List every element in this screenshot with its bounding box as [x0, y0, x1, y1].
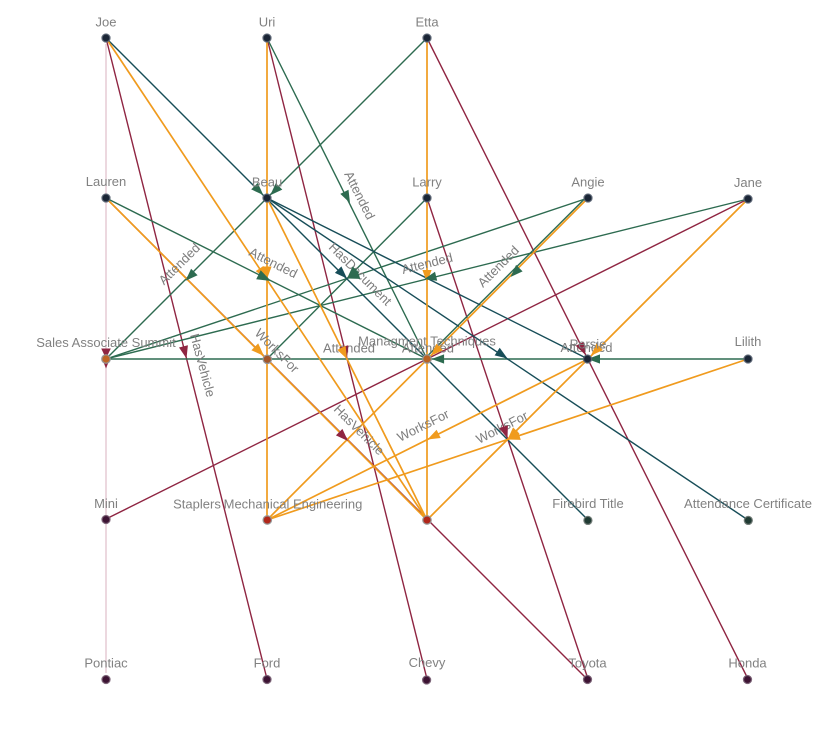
svg-text:Beau: Beau	[252, 175, 282, 190]
svg-text:Angie: Angie	[571, 175, 604, 190]
svg-text:Chevy: Chevy	[409, 655, 446, 670]
svg-text:Larry: Larry	[412, 175, 442, 190]
svg-text:Staplers: Staplers	[173, 497, 221, 512]
svg-text:Sales Associate Summit: Sales Associate Summit	[36, 335, 176, 350]
svg-text:Pontiac: Pontiac	[84, 656, 128, 671]
svg-text:Attendance Certificate: Attendance Certificate	[684, 496, 812, 511]
svg-text:Ford: Ford	[254, 656, 281, 671]
svg-text:Mini: Mini	[94, 496, 118, 511]
svg-text:Joe: Joe	[96, 15, 117, 30]
svg-text:Uri: Uri	[259, 15, 276, 30]
svg-text:Etta: Etta	[415, 15, 439, 30]
svg-text:Persie: Persie	[570, 336, 607, 351]
svg-text:Managment Techniques: Managment Techniques	[358, 334, 496, 349]
svg-text:Jane: Jane	[734, 175, 762, 190]
svg-text:Lauren: Lauren	[86, 174, 126, 189]
svg-text:Attended: Attended	[402, 340, 454, 355]
svg-text:Firebird Title: Firebird Title	[552, 496, 624, 511]
svg-text:Honda: Honda	[728, 656, 767, 671]
svg-text:Lilith: Lilith	[735, 334, 762, 349]
svg-text:Mechanical Engineering: Mechanical Engineering	[224, 497, 363, 512]
svg-text:Attended: Attended	[323, 340, 375, 355]
svg-text:Toyota: Toyota	[568, 656, 607, 671]
